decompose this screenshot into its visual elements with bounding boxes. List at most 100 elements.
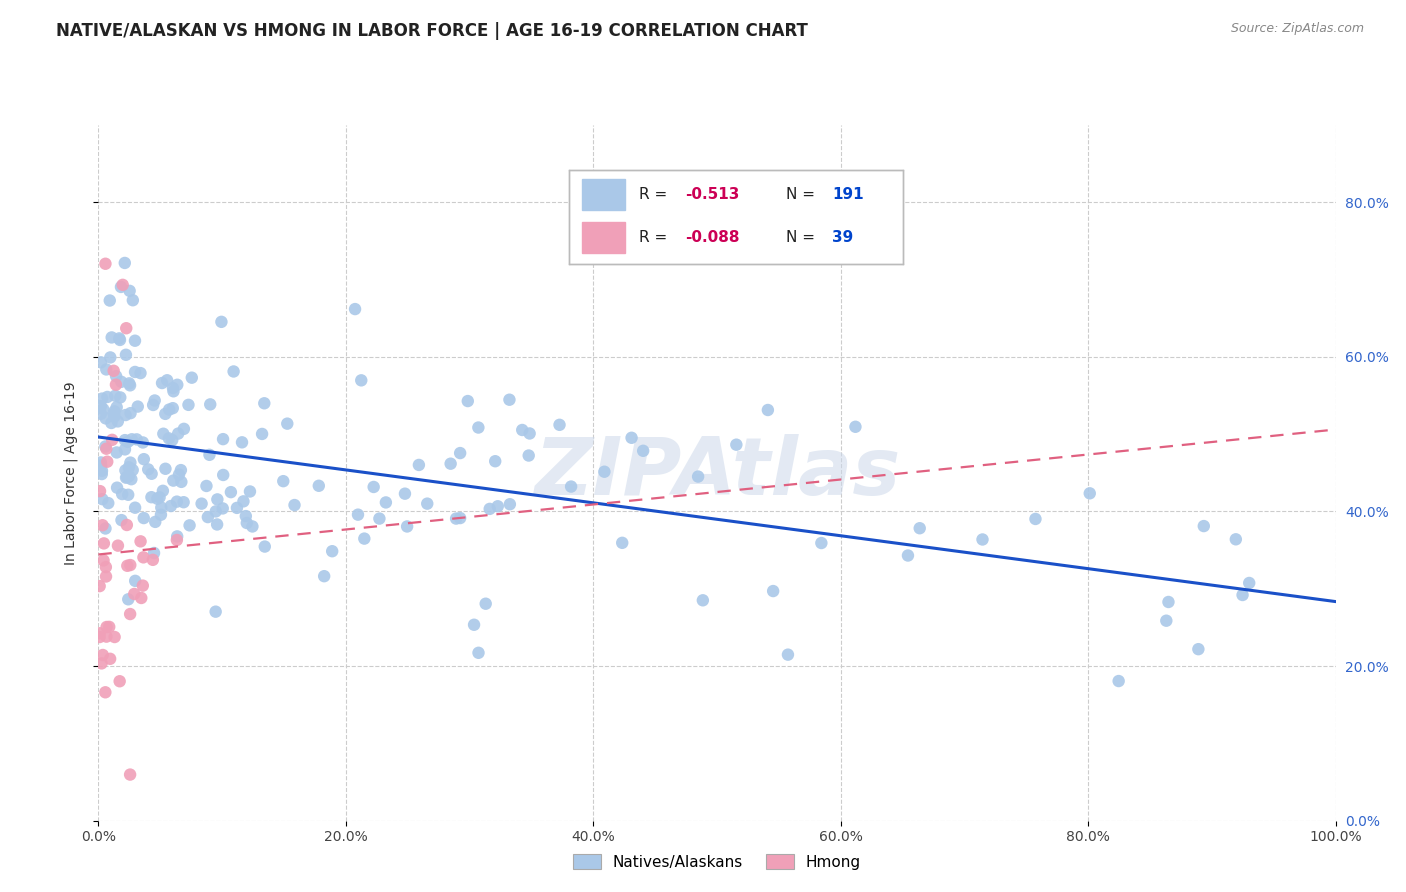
Point — [1232, 588, 1254, 602]
Point — [344, 302, 367, 317]
Point — [105, 445, 128, 459]
Point — [283, 498, 305, 512]
Point — [416, 497, 439, 511]
Point — [235, 509, 257, 524]
Point — [150, 500, 173, 515]
Point — [94, 257, 117, 271]
Point — [103, 364, 125, 378]
Point — [756, 403, 779, 417]
Point — [478, 502, 501, 516]
Point — [94, 685, 117, 699]
Point — [350, 373, 373, 387]
Point — [121, 463, 143, 477]
Point — [124, 500, 146, 515]
Point — [560, 479, 582, 493]
Point — [231, 435, 253, 450]
Point — [103, 409, 125, 424]
Point — [120, 607, 142, 621]
Point — [166, 377, 188, 392]
Point — [486, 500, 509, 514]
Point — [463, 617, 485, 632]
Point — [103, 407, 125, 421]
Point — [440, 457, 463, 471]
Point — [253, 540, 276, 554]
Point — [122, 587, 145, 601]
Point — [132, 550, 155, 565]
Point — [110, 375, 132, 389]
Point — [1187, 642, 1209, 657]
Point — [120, 456, 142, 470]
Point — [396, 519, 419, 533]
Point — [166, 494, 188, 508]
Point — [162, 381, 184, 395]
Point — [96, 442, 118, 456]
Point — [93, 553, 115, 567]
Point — [250, 426, 273, 441]
Point — [162, 401, 184, 416]
Point — [117, 558, 139, 573]
Point — [1225, 533, 1247, 547]
Point — [1156, 614, 1178, 628]
Point — [91, 518, 114, 533]
Point — [143, 393, 166, 408]
Y-axis label: In Labor Force | Age 16-19: In Labor Force | Age 16-19 — [63, 381, 77, 565]
Point — [1192, 519, 1215, 533]
Point — [204, 605, 226, 619]
Point — [308, 479, 330, 493]
Point — [89, 626, 111, 640]
Point — [211, 501, 233, 516]
Point — [148, 491, 170, 505]
Point — [104, 389, 127, 403]
Point — [94, 560, 117, 574]
Point — [449, 446, 471, 460]
Point — [321, 544, 343, 558]
Point — [484, 454, 506, 468]
Point — [612, 536, 634, 550]
Point — [844, 419, 866, 434]
Point — [167, 467, 190, 482]
Point — [111, 487, 134, 501]
Point — [108, 333, 131, 347]
Point — [167, 426, 190, 441]
Point — [114, 463, 136, 477]
Point — [207, 492, 229, 507]
Point — [146, 491, 169, 506]
Point — [136, 462, 159, 476]
Point — [353, 532, 375, 546]
Point — [115, 518, 138, 533]
Point — [108, 674, 131, 689]
Point — [127, 400, 149, 414]
Point — [118, 284, 141, 298]
Point — [97, 496, 120, 510]
Point — [114, 433, 136, 447]
Point — [200, 397, 222, 411]
Point — [149, 508, 172, 522]
Point — [519, 426, 541, 441]
Point — [129, 591, 152, 605]
Point — [474, 597, 496, 611]
Text: ZIPAtlas: ZIPAtlas — [534, 434, 900, 512]
Point — [157, 431, 180, 445]
Point — [104, 630, 127, 644]
Point — [444, 511, 467, 525]
Point — [117, 592, 139, 607]
Point — [166, 529, 188, 543]
Point — [94, 521, 117, 535]
Point — [114, 408, 136, 422]
Point — [197, 510, 219, 524]
Point — [156, 373, 179, 387]
Point — [209, 315, 232, 329]
Point — [132, 452, 155, 467]
Point — [94, 440, 117, 454]
Point — [105, 369, 128, 384]
Point — [204, 504, 226, 518]
Point — [115, 321, 138, 335]
Point — [94, 569, 117, 583]
Point — [94, 411, 117, 425]
Point — [166, 533, 188, 547]
Point — [98, 620, 121, 634]
Point — [103, 404, 125, 418]
Point — [620, 431, 643, 445]
Point — [195, 479, 218, 493]
Point — [1157, 595, 1180, 609]
